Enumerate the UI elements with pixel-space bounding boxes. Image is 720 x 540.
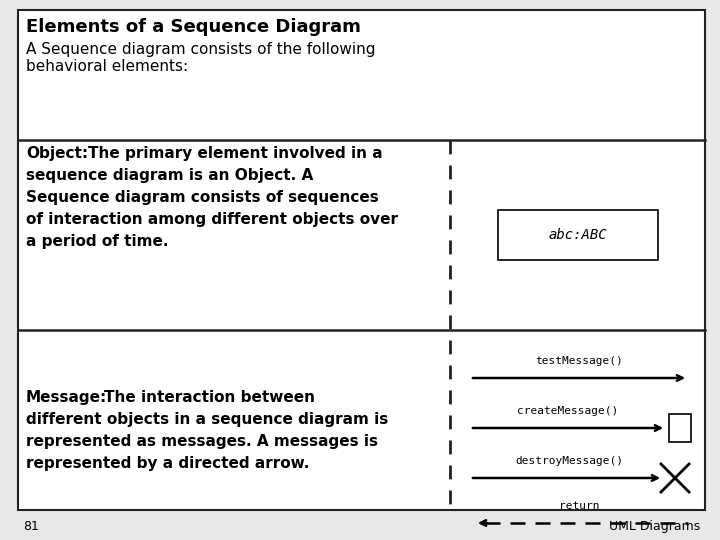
Text: of interaction among different objects over: of interaction among different objects o… [26, 212, 398, 227]
Text: The primary element involved in a: The primary element involved in a [88, 146, 382, 161]
Text: 81: 81 [23, 520, 39, 533]
Text: represented as messages. A messages is: represented as messages. A messages is [26, 434, 378, 449]
Text: Sequence diagram consists of sequences: Sequence diagram consists of sequences [26, 190, 379, 205]
Text: Elements of a Sequence Diagram: Elements of a Sequence Diagram [26, 18, 361, 36]
Text: Message:: Message: [26, 390, 107, 405]
Text: UML Diagrams: UML Diagrams [608, 520, 700, 533]
Bar [669, 414, 691, 442]
Text: Object:: Object: [26, 146, 88, 161]
Text: The interaction between: The interaction between [104, 390, 315, 405]
Text: represented by a directed arrow.: represented by a directed arrow. [26, 456, 310, 471]
Text: createMessage(): createMessage() [518, 406, 618, 416]
Text: a period of time.: a period of time. [26, 234, 168, 249]
Text: destroyMessage(): destroyMessage() [515, 456, 623, 466]
Text: sequence diagram is an Object. A: sequence diagram is an Object. A [26, 168, 313, 183]
Text: A Sequence diagram consists of the following
behavioral elements:: A Sequence diagram consists of the follo… [26, 42, 376, 75]
Text: different objects in a sequence diagram is: different objects in a sequence diagram … [26, 412, 388, 427]
Bar [498, 210, 657, 260]
Text: abc:ABC: abc:ABC [548, 228, 607, 242]
Text: testMessage(): testMessage() [535, 356, 623, 366]
Text: return: return [559, 501, 599, 511]
